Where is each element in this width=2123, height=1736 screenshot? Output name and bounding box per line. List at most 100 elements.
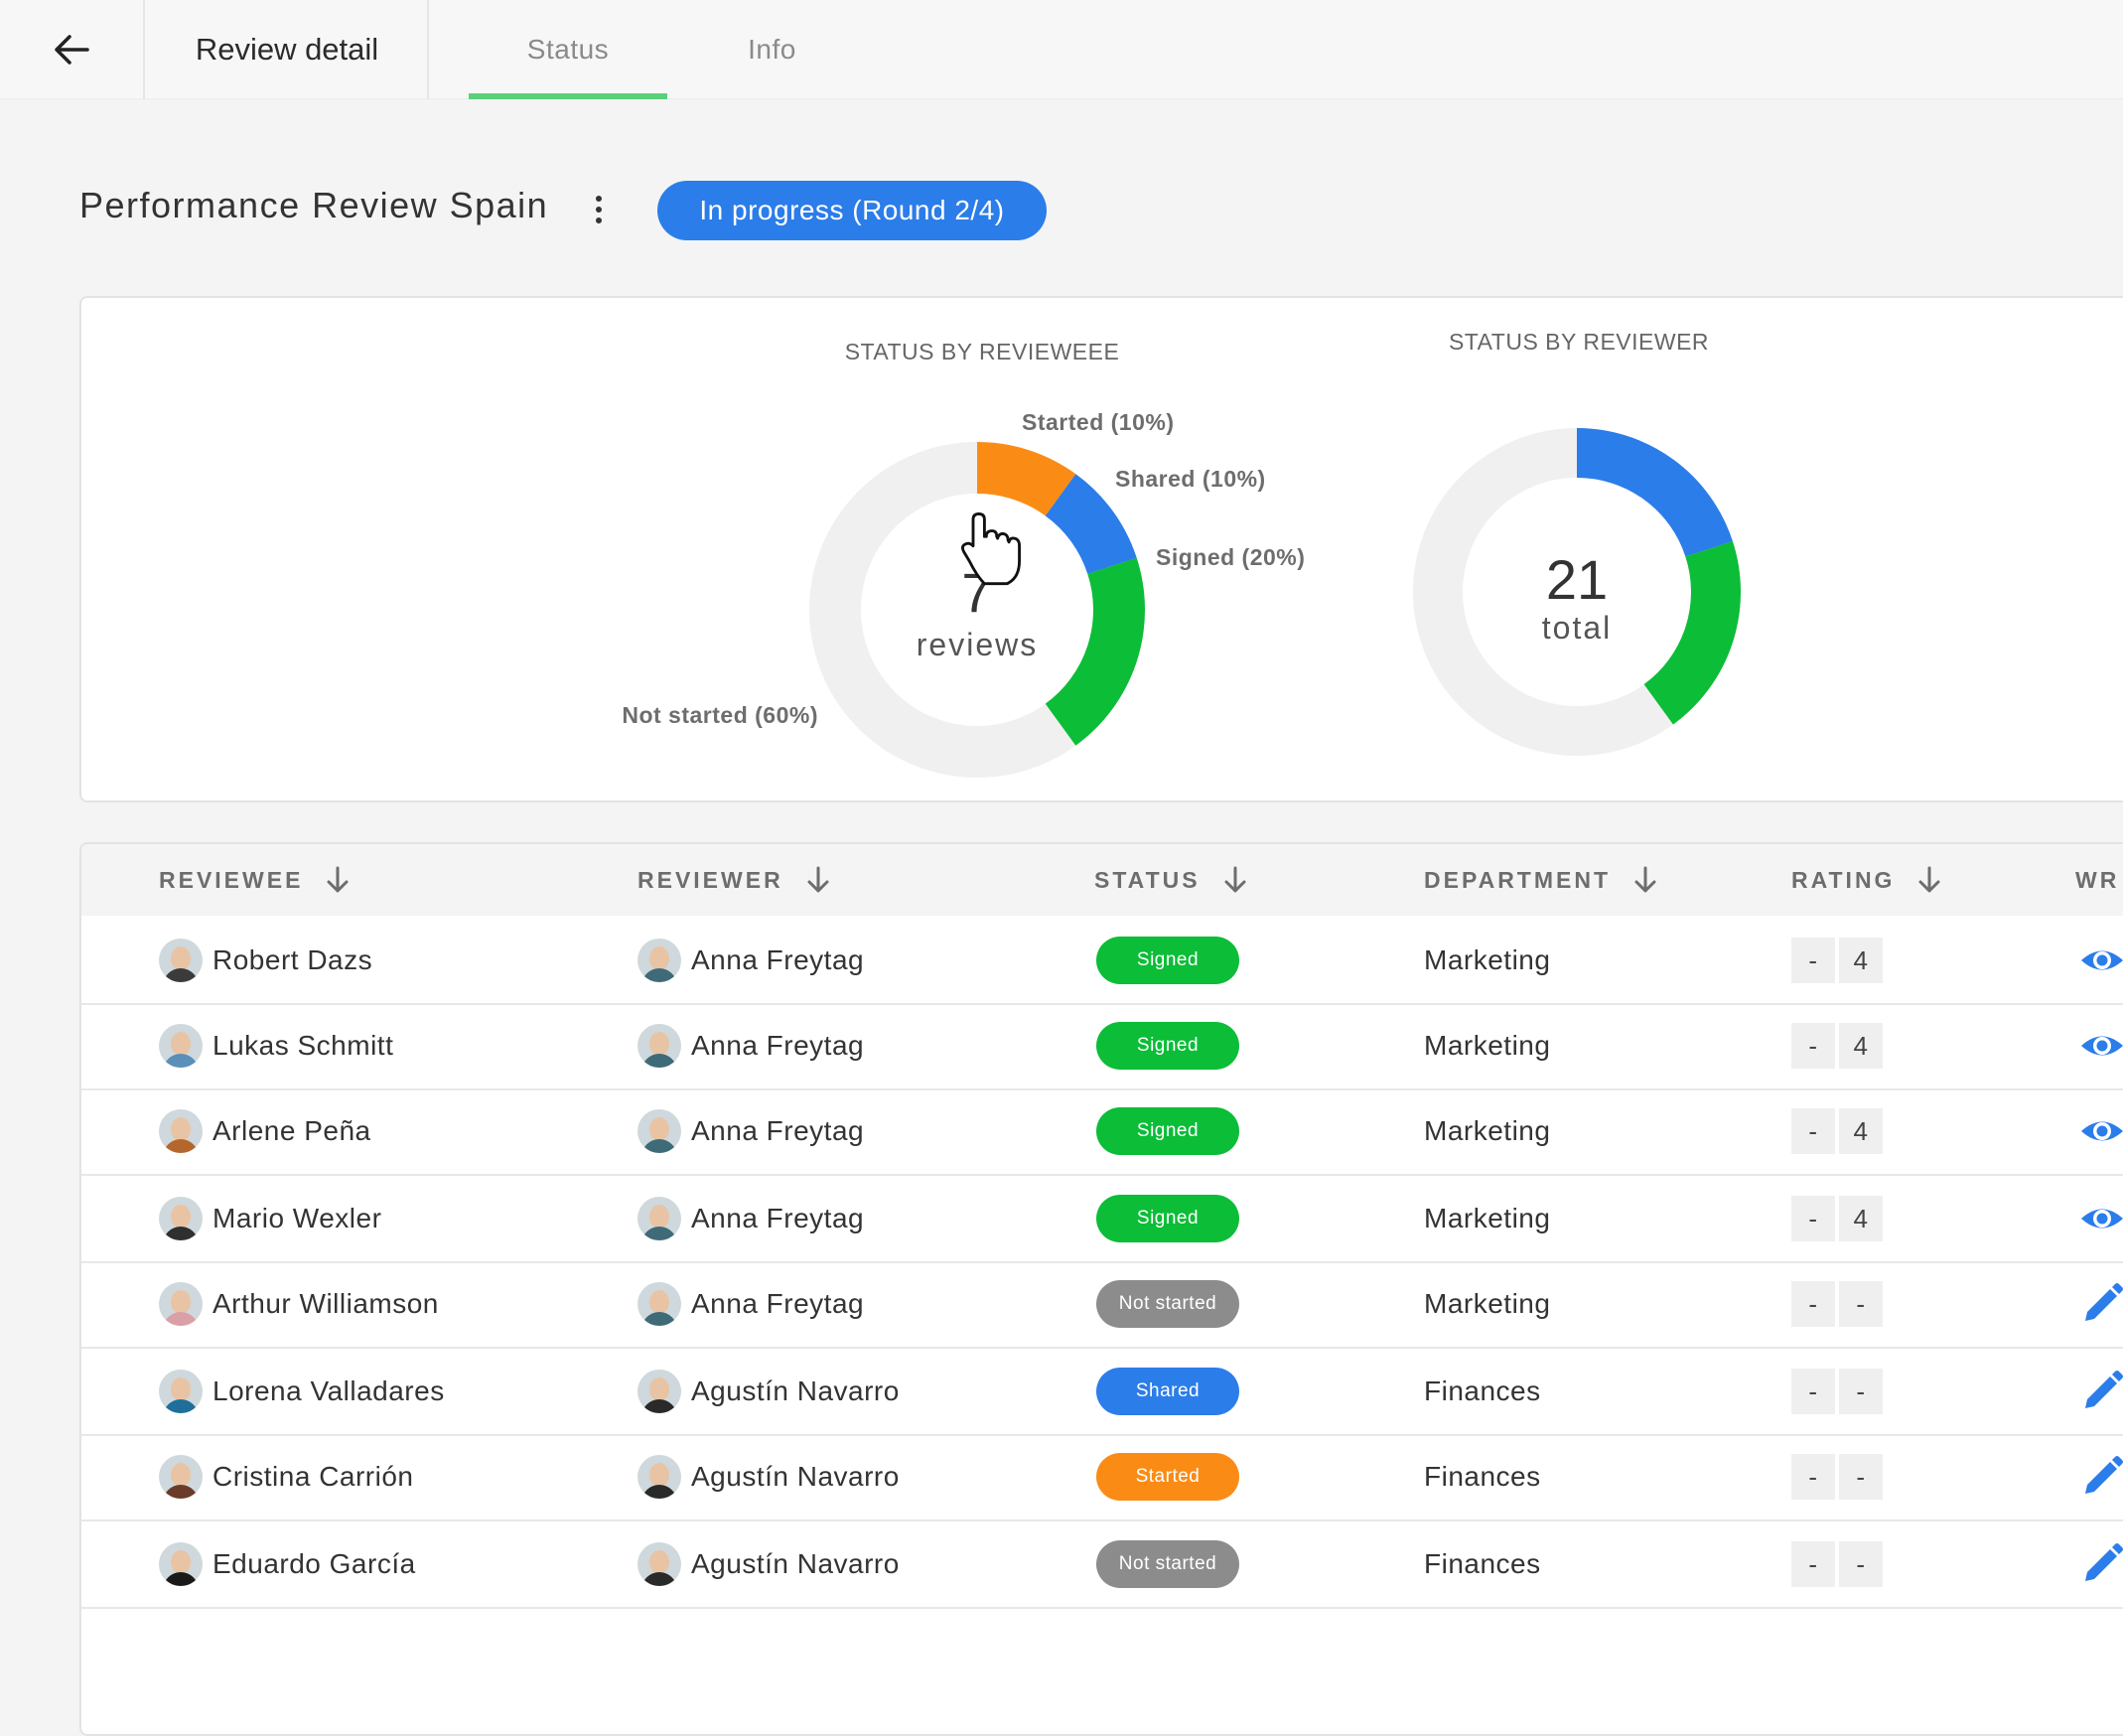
- eye-icon[interactable]: [2079, 1108, 2123, 1154]
- reviewer-name: Anna Freytag: [691, 1030, 865, 1061]
- department-name: Marketing: [1424, 1030, 1551, 1061]
- status-charts: STATUS BY REVIEWEEE Started (10%) Shared (…: [622, 329, 1741, 778]
- eye-icon[interactable]: [2079, 1196, 2123, 1241]
- arrow-down-icon: [1224, 866, 1246, 893]
- rating-self: -: [1791, 938, 1835, 983]
- pencil-icon[interactable]: [2079, 1281, 2123, 1327]
- column-header-label: REVIEWER: [637, 866, 783, 893]
- tab-info[interactable]: Info: [748, 34, 796, 65]
- column-header-status[interactable]: STATUS: [1094, 844, 1248, 916]
- department-cell: Marketing: [1424, 1086, 1550, 1176]
- table-row[interactable]: Robert Dazs Anna Freytag Signed Marketing -4: [81, 916, 2123, 1005]
- rating-self: -: [1791, 1454, 1835, 1500]
- rating-manager: 4: [1839, 938, 1883, 983]
- column-header-label: RATING: [1791, 866, 1896, 893]
- status-cell: Signed: [1096, 916, 1239, 1005]
- slice-label: Started (10%): [1022, 409, 1174, 435]
- status-badge: Started: [1096, 1453, 1239, 1501]
- reviewer-name: Anna Freytag: [691, 1288, 865, 1319]
- rating-cell: -4: [1791, 1086, 1887, 1176]
- reviewee-name: Lorena Valladares: [212, 1375, 445, 1406]
- rating-manager: 4: [1839, 1023, 1883, 1069]
- table-row[interactable]: Arlene Peña Anna Freytag Signed Marketing -4: [81, 1086, 2123, 1176]
- action-cell: [2079, 1432, 2123, 1521]
- donut-slice: [976, 442, 1076, 516]
- reviewee-name: Eduardo García: [212, 1548, 416, 1579]
- status-badge: Signed: [1096, 1195, 1239, 1242]
- avatar: [637, 1542, 681, 1586]
- table-row[interactable]: Lorena Valladares Agustín Navarro Shared Fi…: [81, 1347, 2123, 1436]
- column-header-wr[interactable]: WR: [2075, 844, 2119, 916]
- arrow-left-icon: [55, 35, 89, 65]
- department-name: Finances: [1424, 1375, 1541, 1406]
- avatar: [637, 1455, 681, 1499]
- pencil-icon[interactable]: [2079, 1541, 2123, 1587]
- rating-cell: --: [1791, 1259, 1887, 1349]
- column-header-rating[interactable]: RATING: [1791, 844, 1942, 916]
- reviewee-cell: Arthur Williamson: [159, 1259, 439, 1349]
- status-badge: Signed: [1096, 937, 1239, 984]
- avatar: [159, 1109, 203, 1153]
- rating-values: -4: [1791, 1023, 1887, 1069]
- rating-cell: --: [1791, 1519, 1887, 1609]
- action-cell: [2079, 916, 2123, 1005]
- tab-status[interactable]: Status: [526, 34, 610, 65]
- review-status-pill[interactable]: In progress (Round 2/4): [657, 181, 1047, 240]
- rating-manager: 4: [1839, 1108, 1883, 1154]
- status-cell: Shared: [1096, 1347, 1239, 1436]
- center-label: total: [1542, 610, 1612, 646]
- pencil-icon[interactable]: [2079, 1454, 2123, 1500]
- reviewee-name: Lukas Schmitt: [212, 1030, 394, 1061]
- table-row[interactable]: Eduardo García Agustín Navarro Not started…: [81, 1519, 2123, 1609]
- active-tab-indicator: [469, 93, 667, 99]
- action-cell: [2079, 1347, 2123, 1436]
- back-button[interactable]: [0, 0, 145, 99]
- column-header-label: REVIEWEE: [159, 866, 304, 893]
- avatar: [159, 939, 203, 982]
- department-cell: Finances: [1424, 1432, 1541, 1521]
- department-cell: Marketing: [1424, 1259, 1550, 1349]
- reviewee-cell: Robert Dazs: [159, 916, 372, 1005]
- eye-icon[interactable]: [2079, 938, 2123, 983]
- reviewer-name: Anna Freytag: [691, 944, 865, 975]
- table-row[interactable]: Lukas Schmitt Anna Freytag Signed Marketing…: [81, 1001, 2123, 1090]
- center-label: reviews: [917, 627, 1038, 662]
- reviewer-cell: Anna Freytag: [637, 916, 864, 1005]
- eye-icon[interactable]: [2079, 1023, 2123, 1069]
- status-badge: Shared: [1096, 1368, 1239, 1415]
- reviewee-cell: Eduardo García: [159, 1519, 416, 1609]
- status-cell: Started: [1096, 1432, 1239, 1521]
- rating-manager: -: [1839, 1541, 1883, 1587]
- status-badge: Signed: [1096, 1022, 1239, 1070]
- table-row[interactable]: Cristina Carrión Agustín Navarro Started Fi…: [81, 1432, 2123, 1521]
- reviewee-name: Robert Dazs: [212, 944, 373, 975]
- arrow-down-icon: [1918, 866, 1940, 893]
- rating-self: -: [1791, 1023, 1835, 1069]
- reviewer-name: Agustín Navarro: [691, 1548, 900, 1579]
- column-header-reviewer[interactable]: REVIEWER: [637, 844, 831, 916]
- kebab-menu-icon[interactable]: [588, 193, 610, 228]
- rating-cell: --: [1791, 1432, 1887, 1521]
- avatar: [159, 1370, 203, 1413]
- reviews-table: REVIEWEE REVIEWER STATUS DEPARTMENT RATING WR…: [79, 842, 2123, 1736]
- status-charts-panel: STATUS BY REVIEWEEE Started (10%) Shared (…: [79, 296, 2123, 802]
- department-cell: Finances: [1424, 1519, 1541, 1609]
- table-row[interactable]: Mario Wexler Anna Freytag Signed Marketing -…: [81, 1174, 2123, 1263]
- pencil-icon[interactable]: [2079, 1369, 2123, 1414]
- chart-title: STATUS BY REVIEWEEE: [845, 339, 1120, 364]
- column-header-reviewee[interactable]: REVIEWEE: [159, 844, 351, 916]
- column-header-department[interactable]: DEPARTMENT: [1424, 844, 1658, 916]
- column-header-label: WR: [2075, 866, 2120, 893]
- status-cell: Not started: [1096, 1519, 1239, 1609]
- status-cell: Not started: [1096, 1259, 1239, 1349]
- table-row[interactable]: Arthur Williamson Anna Freytag Not started…: [81, 1259, 2123, 1349]
- avatar: [159, 1282, 203, 1326]
- reviewer-cell: Agustín Navarro: [637, 1519, 900, 1609]
- avatar: [637, 1109, 681, 1153]
- reviewer-cell: Anna Freytag: [637, 1259, 864, 1349]
- reviewee-cell: Cristina Carrión: [159, 1432, 414, 1521]
- status-badge: Not started: [1096, 1540, 1239, 1588]
- reviewer-name: Agustín Navarro: [691, 1375, 900, 1406]
- reviewer-cell: Agustín Navarro: [637, 1432, 900, 1521]
- avatar: [637, 1024, 681, 1068]
